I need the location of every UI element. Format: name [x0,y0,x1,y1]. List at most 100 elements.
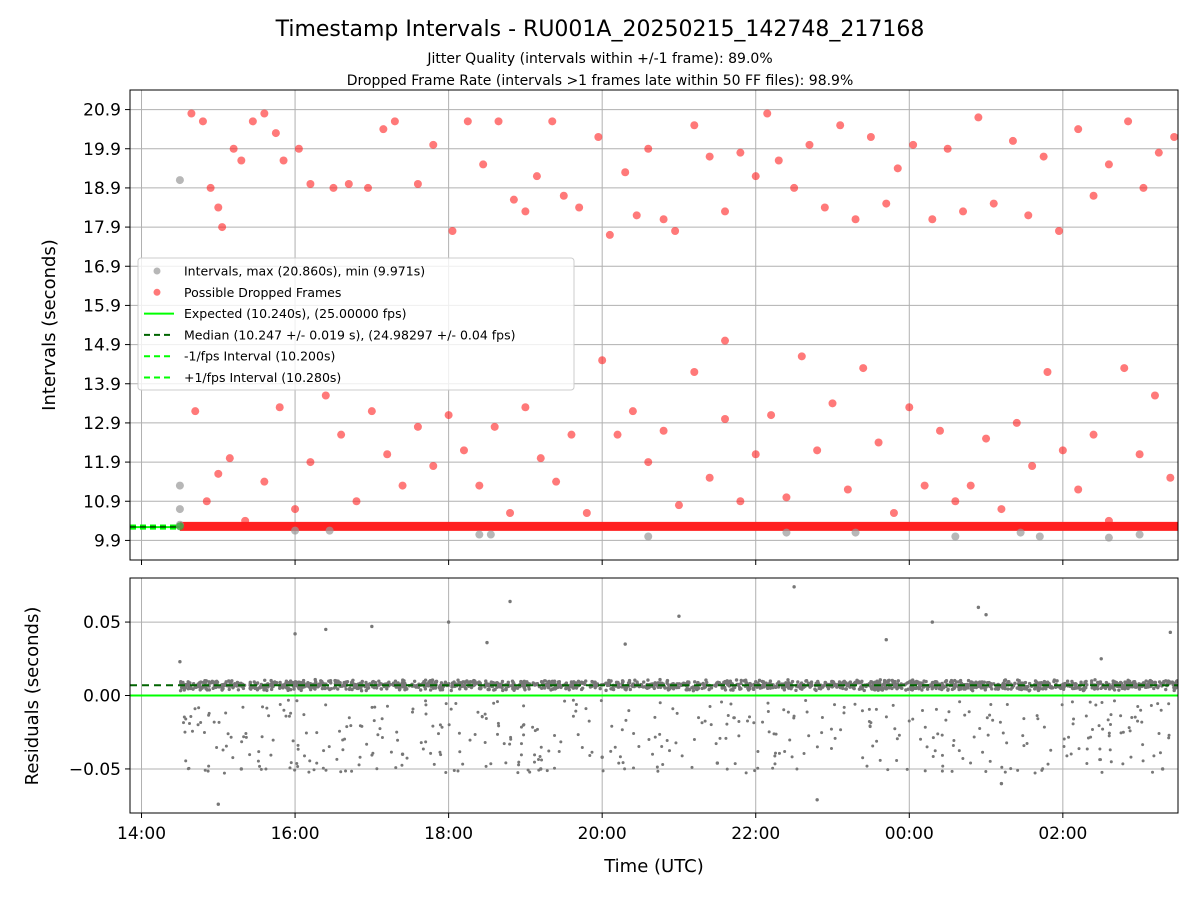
residual-point [842,705,846,709]
residual-point [260,735,264,739]
y-tick-label: 13.9 [83,375,121,395]
residual-point [958,678,963,683]
residual-point [501,688,505,693]
residual-point [414,685,418,689]
dropped-frame-point [271,129,280,138]
residual-point [419,741,423,745]
dropped-frame-point [1058,446,1067,455]
residual-point [666,688,671,692]
residual-point [487,687,491,692]
dropped-frame-point [690,368,699,376]
residual-point [944,718,948,722]
residual-point [329,681,333,685]
residual-point [808,685,812,689]
residual-point [867,719,871,723]
residual-point [874,686,879,691]
interval-point [951,532,960,541]
residual-point [1164,687,1168,692]
residual-point [748,715,752,719]
bottom-plot-area [130,585,1178,806]
residual-point [933,749,937,753]
residual-point [969,761,973,765]
residual-point [782,688,787,692]
dropped-frame-point [398,481,407,490]
residual-point [728,680,733,684]
residual-point [972,735,976,739]
residual-point [291,680,295,685]
y-tick-label: 20.9 [83,101,121,121]
residual-point [188,686,193,691]
residual-point [227,687,231,692]
residual-point [665,678,670,683]
residual-point [315,731,319,735]
residual-point [601,769,605,773]
residual-point [726,713,730,717]
residual-point [316,683,321,687]
residual-point [521,723,525,727]
residual-point [395,730,399,734]
dropped-frame-point [959,207,968,216]
residual-point [517,760,521,764]
residual-point [1098,758,1102,762]
residual-point [197,706,201,710]
residual-point [805,710,809,714]
residual-point [890,686,894,691]
dropped-frame-point [237,156,246,165]
dropped-frame-point [613,430,622,439]
residual-point [184,717,188,721]
residual-point [756,766,760,770]
residual-point [576,733,580,737]
dropped-frame-point [1074,125,1083,134]
dropped-frame-point [1024,211,1033,220]
residual-point [632,766,636,770]
residual-point [658,732,662,736]
residual-point [924,679,928,684]
residual-point [737,720,741,724]
residual-point [936,732,940,736]
residual-outlier [999,781,1004,786]
residual-point [668,749,672,753]
residual-point [207,688,212,692]
residual-point [1062,745,1066,749]
dropped-frame-point [448,227,457,235]
residual-point [236,688,241,692]
residual-point [947,710,951,714]
residual-point [1033,771,1037,775]
residual-point [786,686,791,690]
dropped-frame-point [893,164,902,173]
residual-point [993,687,998,691]
residual-point [179,680,183,684]
interval-point [325,526,334,535]
dropped-frame-point [605,230,614,239]
x-tick-label: 00:00 [885,824,934,844]
residual-point [288,766,292,770]
residual-point [896,679,901,683]
dropped-frame-point [344,180,353,188]
dropped-frame-point [797,352,806,361]
dropped-frame-point [782,493,791,502]
residual-point [1005,741,1009,745]
residual-point [1117,688,1121,692]
residual-point [1017,679,1021,683]
residual-point [267,714,271,718]
residual-point [443,680,448,684]
residual-point [1158,751,1162,755]
residual-point [784,681,788,685]
residual-point [202,730,206,734]
residual-point [966,678,971,683]
residual-point [458,750,462,754]
dropped-frame-point [1170,133,1178,141]
residual-point [424,740,428,744]
dropped-frame-point [1150,391,1159,400]
residual-point [457,731,461,735]
residual-point [737,734,741,738]
dropped-frame-point [214,203,223,212]
residual-point [1007,680,1011,684]
residual-point [981,750,985,754]
residual-point [580,746,584,750]
residual-point [293,680,298,684]
residual-point [700,686,704,691]
residual-point [767,730,771,734]
legend-label: +1/fps Interval (10.280s) [184,370,341,385]
residual-point [963,713,967,717]
